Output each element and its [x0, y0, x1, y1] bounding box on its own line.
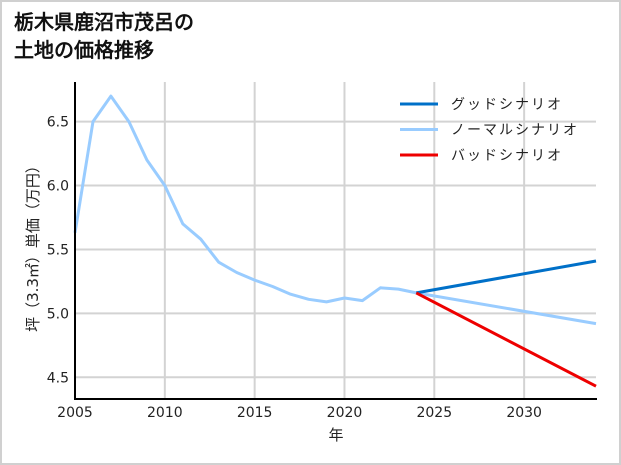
y-tick-label: 5.5 — [47, 242, 69, 258]
chart-title: 栃木県鹿沼市茂呂の 土地の価格推移 — [14, 8, 194, 64]
x-tick-label: 2015 — [237, 405, 273, 421]
x-tick-label: 2020 — [327, 405, 363, 421]
axes — [74, 82, 597, 400]
legend-item: ノーマルシナリオ — [400, 123, 579, 139]
y-tick-label: 6.0 — [47, 179, 69, 195]
x-tick-labels: 2005 2010 2015 2020 2025 2030 — [57, 405, 542, 421]
series-line — [416, 259, 597, 295]
legend-label: バッドシナリオ — [451, 148, 563, 164]
x-axis-label: 年 — [328, 426, 343, 444]
y-tick-label: 6.5 — [47, 115, 69, 131]
x-tick-label: 2025 — [416, 405, 452, 421]
y-tick-label: 4.5 — [47, 370, 69, 386]
series-line — [73, 94, 597, 326]
chart-title-line2: 土地の価格推移 — [14, 38, 154, 62]
y-tick-labels: 4.5 5.0 5.5 6.0 6.5 — [47, 115, 69, 387]
x-tick-label: 2030 — [506, 405, 542, 421]
legend-item: グッドシナリオ — [400, 97, 563, 113]
y-tick-label: 5.0 — [47, 306, 69, 322]
legend-label: ノーマルシナリオ — [451, 123, 579, 139]
series-lines — [73, 94, 597, 388]
x-tick-label: 2005 — [57, 405, 93, 421]
chart-title-line1: 栃木県鹿沼市茂呂の — [14, 10, 194, 34]
x-tick-label: 2010 — [147, 405, 183, 421]
gridlines — [75, 82, 596, 399]
legend-item: バッドシナリオ — [400, 148, 563, 164]
legend-label: グッドシナリオ — [451, 97, 563, 113]
y-axis-label: 坪（3.3㎡）単価（万円） — [24, 158, 42, 332]
series-line — [415, 291, 597, 388]
